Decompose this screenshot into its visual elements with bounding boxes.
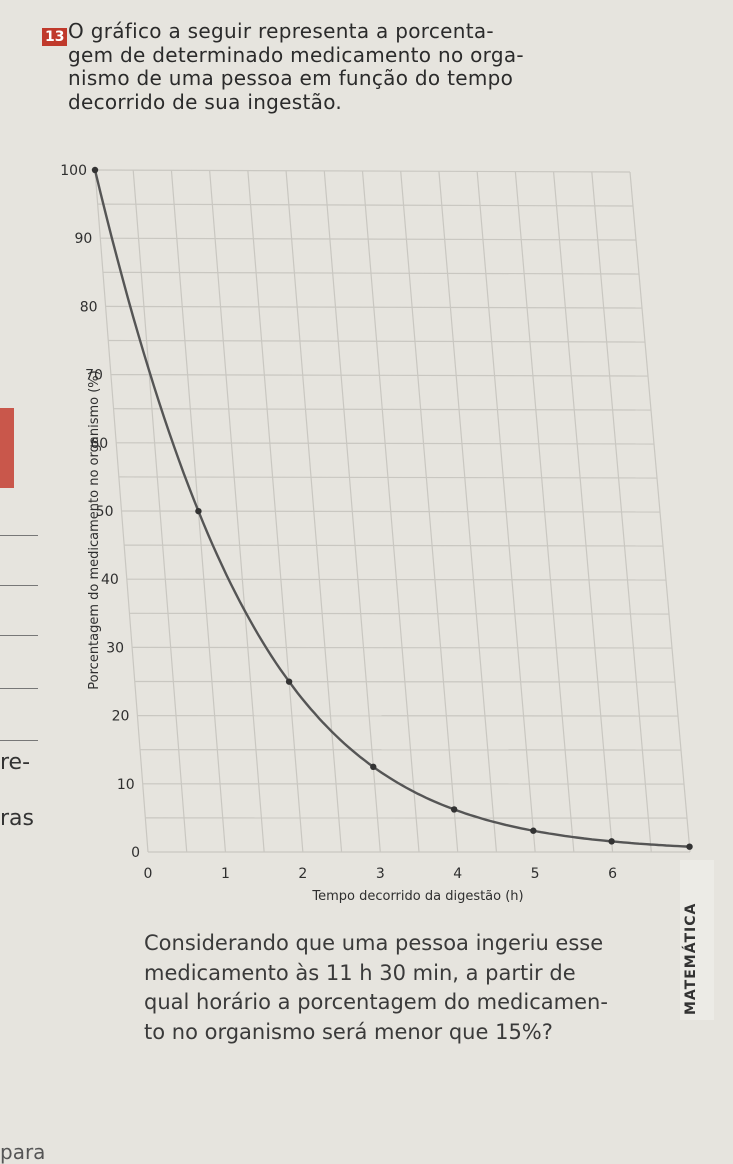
y-tick-label: 90: [74, 231, 92, 247]
y-tick-label: 100: [60, 163, 87, 179]
bottom-cut-text: para: [0, 1140, 45, 1164]
grid-line: [116, 443, 654, 444]
x-tick-label: 2: [298, 866, 307, 882]
question-text: Considerando que uma pessoa ingeriu esse…: [144, 929, 664, 1047]
grid-line: [129, 613, 669, 614]
grid-line: [119, 477, 657, 478]
y-tick-label: 80: [80, 299, 98, 315]
data-point: [530, 828, 536, 834]
data-point: [92, 167, 98, 173]
x-tick-labels: 01234567: [144, 866, 695, 882]
x-axis-title: Tempo decorrido da digestão (h): [311, 889, 523, 904]
grid-line: [108, 341, 645, 343]
y-axis-title: Porcentagem do medicamento no organismo …: [87, 370, 102, 689]
y-tick-label: 40: [101, 572, 119, 588]
x-tick-label: 3: [376, 866, 385, 882]
y-tick-label: 30: [106, 640, 124, 656]
subject-side-tab: MATEMÁTICA: [680, 860, 733, 1020]
y-tick-label: 20: [112, 709, 130, 725]
grid-line: [132, 647, 672, 648]
grid-line: [106, 306, 642, 308]
grid-line: [127, 579, 666, 580]
data-point: [608, 838, 614, 844]
grid-line: [103, 272, 639, 274]
x-tick-label: 4: [453, 866, 462, 882]
chart-grid: [95, 170, 690, 852]
series-points: [92, 167, 693, 850]
x-tick-label: 1: [221, 866, 230, 882]
question-line: Considerando que uma pessoa ingeriu esse: [144, 929, 664, 959]
data-point: [686, 843, 692, 849]
y-tick-label: 10: [117, 777, 135, 793]
grid-line: [114, 409, 651, 410]
x-tick-label: 5: [531, 866, 540, 882]
x-tick-label: 6: [608, 866, 617, 882]
grid-line: [122, 511, 661, 512]
x-tick-label: 0: [144, 866, 153, 882]
question-line: medicamento às 11 h 30 min, a partir de: [144, 959, 664, 989]
data-point: [286, 678, 292, 684]
grid-line: [124, 545, 663, 546]
side-tab-label: MATEMÁTICA: [683, 903, 699, 1015]
question-line: qual horário a porcentagem do medicamen-: [144, 988, 664, 1018]
y-tick-label: 0: [131, 845, 140, 861]
question-line: to no organismo será menor que 15%?: [144, 1018, 664, 1048]
grid-line: [111, 375, 648, 376]
data-point: [451, 806, 457, 812]
data-point: [195, 508, 201, 514]
grid-line: [135, 682, 675, 683]
data-point: [370, 764, 376, 770]
